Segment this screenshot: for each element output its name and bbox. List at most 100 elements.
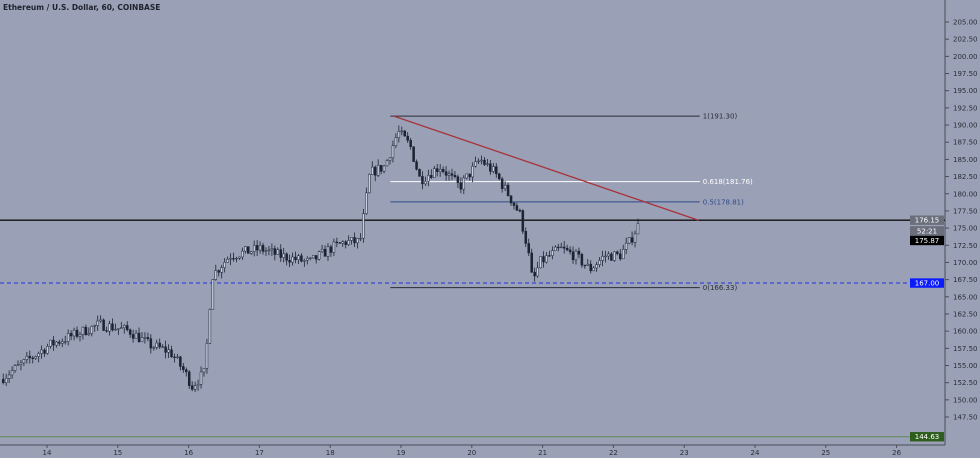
candle-body: [459, 182, 463, 190]
candle-body: [365, 192, 368, 214]
fib-level-label: 0.5(178.81): [703, 198, 744, 206]
candle-body: [397, 131, 401, 138]
candle-body: [483, 159, 486, 165]
candle-body: [616, 251, 619, 255]
y-tick-label: 185.00: [953, 156, 978, 164]
candle-body: [288, 260, 291, 263]
candle-body: [586, 263, 590, 266]
candle-body: [604, 255, 607, 258]
candle-body: [571, 251, 575, 261]
y-tick-label: 160.00: [953, 328, 978, 336]
candle-body: [78, 334, 82, 337]
candle-body: [1, 378, 5, 383]
candle-body: [415, 161, 418, 170]
candle-body: [205, 343, 209, 369]
candle-body: [125, 325, 129, 331]
candle-body: [258, 245, 262, 251]
candle-body: [453, 175, 457, 177]
candle-body: [134, 332, 138, 339]
x-tick-label: 15: [113, 449, 122, 457]
candle-body: [13, 365, 17, 371]
candle-body: [208, 309, 212, 344]
candle-body: [388, 157, 392, 161]
candle-body: [114, 328, 117, 331]
candle-body: [4, 378, 8, 383]
price-label: 144.63: [915, 433, 940, 441]
candle-body: [427, 175, 430, 182]
candle-body: [533, 271, 536, 277]
candle-body: [255, 245, 259, 251]
candle-body: [512, 202, 516, 206]
candle-body: [137, 332, 141, 343]
y-tick-label: 180.00: [953, 190, 978, 198]
candle-body: [146, 337, 150, 339]
candle-body: [421, 176, 424, 185]
candle-body: [173, 356, 176, 358]
y-tick-label: 197.50: [953, 70, 978, 78]
y-tick-label: 190.00: [953, 122, 978, 130]
candle-body: [486, 163, 489, 165]
x-tick-label: 23: [680, 449, 689, 457]
candle-body: [49, 339, 52, 347]
x-tick-label: 24: [751, 449, 760, 457]
candle-body: [376, 164, 380, 176]
candle-body: [164, 346, 167, 353]
fib-level-label: 0(166.33): [703, 284, 738, 292]
candle-body: [143, 337, 147, 339]
candle-body: [441, 169, 445, 172]
candle-body: [527, 243, 530, 254]
candle-body: [108, 323, 111, 332]
candle-body: [69, 333, 73, 337]
price-label: 176.15: [915, 217, 940, 225]
candle-body: [297, 255, 300, 261]
candle-body: [503, 184, 507, 189]
candle-body: [34, 356, 37, 359]
candle-body: [31, 357, 34, 359]
candle-body: [232, 258, 235, 260]
x-tick-label: 25: [821, 449, 830, 457]
candle-body: [102, 319, 105, 331]
x-tick-label: 21: [538, 449, 547, 457]
candle-body: [37, 353, 40, 357]
y-tick-label: 165.00: [953, 293, 978, 301]
candle-body: [630, 237, 634, 243]
price-label: 167.00: [915, 280, 940, 288]
candle-body: [565, 247, 569, 251]
candle-body: [515, 205, 519, 211]
candle-body: [356, 238, 359, 244]
candle-body: [43, 349, 46, 354]
candle-body: [329, 246, 333, 253]
candle-body: [574, 250, 578, 261]
candle-body: [179, 356, 182, 367]
candle-body: [214, 270, 218, 280]
candle-body: [480, 159, 483, 162]
y-tick-label: 177.50: [953, 207, 978, 215]
candle-body: [190, 385, 194, 390]
candle-body: [350, 237, 353, 241]
candle-body: [489, 163, 492, 172]
candle-body: [391, 145, 395, 159]
candle-body: [430, 175, 433, 178]
candle-body: [152, 347, 156, 349]
candle-body: [326, 246, 330, 257]
candle-body: [394, 137, 398, 146]
candle-body: [282, 253, 285, 258]
candle-body: [589, 263, 592, 272]
y-tick-label: 172.50: [953, 242, 978, 250]
candle-body: [418, 169, 421, 177]
candle-body: [128, 329, 132, 335]
candle-body: [273, 248, 277, 255]
candle-body: [22, 359, 26, 364]
candle-body: [306, 258, 309, 261]
candle-body: [530, 252, 533, 273]
price-label-box: [910, 278, 944, 288]
candle-body: [226, 258, 229, 263]
x-tick-label: 26: [892, 449, 901, 457]
candle-body: [87, 333, 91, 335]
candle-body: [10, 370, 14, 376]
candle-body: [291, 256, 294, 263]
candle-body: [300, 255, 303, 262]
candle-body: [176, 356, 179, 358]
candle-body: [633, 233, 637, 243]
